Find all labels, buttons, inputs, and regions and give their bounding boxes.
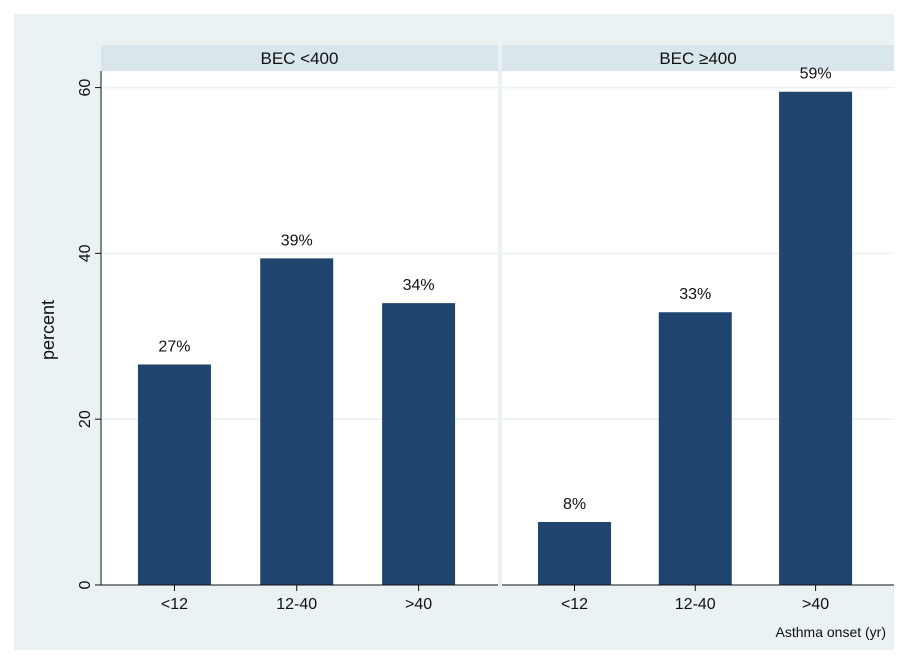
panel-2: BEC ≥400 8% <12 33% 12-40 59% >40 <box>502 45 894 613</box>
x-tick-label: >40 <box>405 596 432 613</box>
bar <box>658 312 732 585</box>
bar <box>382 303 456 585</box>
facet-header <box>502 45 894 71</box>
data-label: 39% <box>281 232 313 249</box>
x-tick-label: 12-40 <box>675 596 716 613</box>
data-label: 8% <box>563 496 586 513</box>
x-tick-label: <12 <box>161 596 188 613</box>
panel-1: BEC <400 27% <12 39% 12-40 34% >40 <box>101 45 498 613</box>
x-tick-label: <12 <box>561 596 588 613</box>
facet-title: BEC <400 <box>261 49 339 68</box>
data-label: 59% <box>800 66 832 83</box>
x-tick-label: >40 <box>802 596 829 613</box>
facet-header <box>101 45 498 71</box>
facet-title: BEC ≥400 <box>659 49 736 68</box>
bar <box>260 258 334 585</box>
y-tick-label: 20 <box>77 410 94 428</box>
x-axis-label: Asthma onset (yr) <box>776 624 886 640</box>
bar <box>779 91 853 586</box>
y-tick-label: 60 <box>77 79 94 97</box>
bar <box>137 364 211 585</box>
y-axis-label: percent <box>38 300 58 360</box>
data-label: 33% <box>679 286 711 303</box>
y-tick-label: 40 <box>77 244 94 262</box>
x-tick-label: 12-40 <box>276 596 317 613</box>
data-label: 27% <box>158 338 190 355</box>
y-axis: 0 20 40 60 <box>77 71 102 589</box>
data-label: 34% <box>403 277 435 294</box>
bar <box>538 521 612 585</box>
y-tick-label: 0 <box>77 580 94 589</box>
